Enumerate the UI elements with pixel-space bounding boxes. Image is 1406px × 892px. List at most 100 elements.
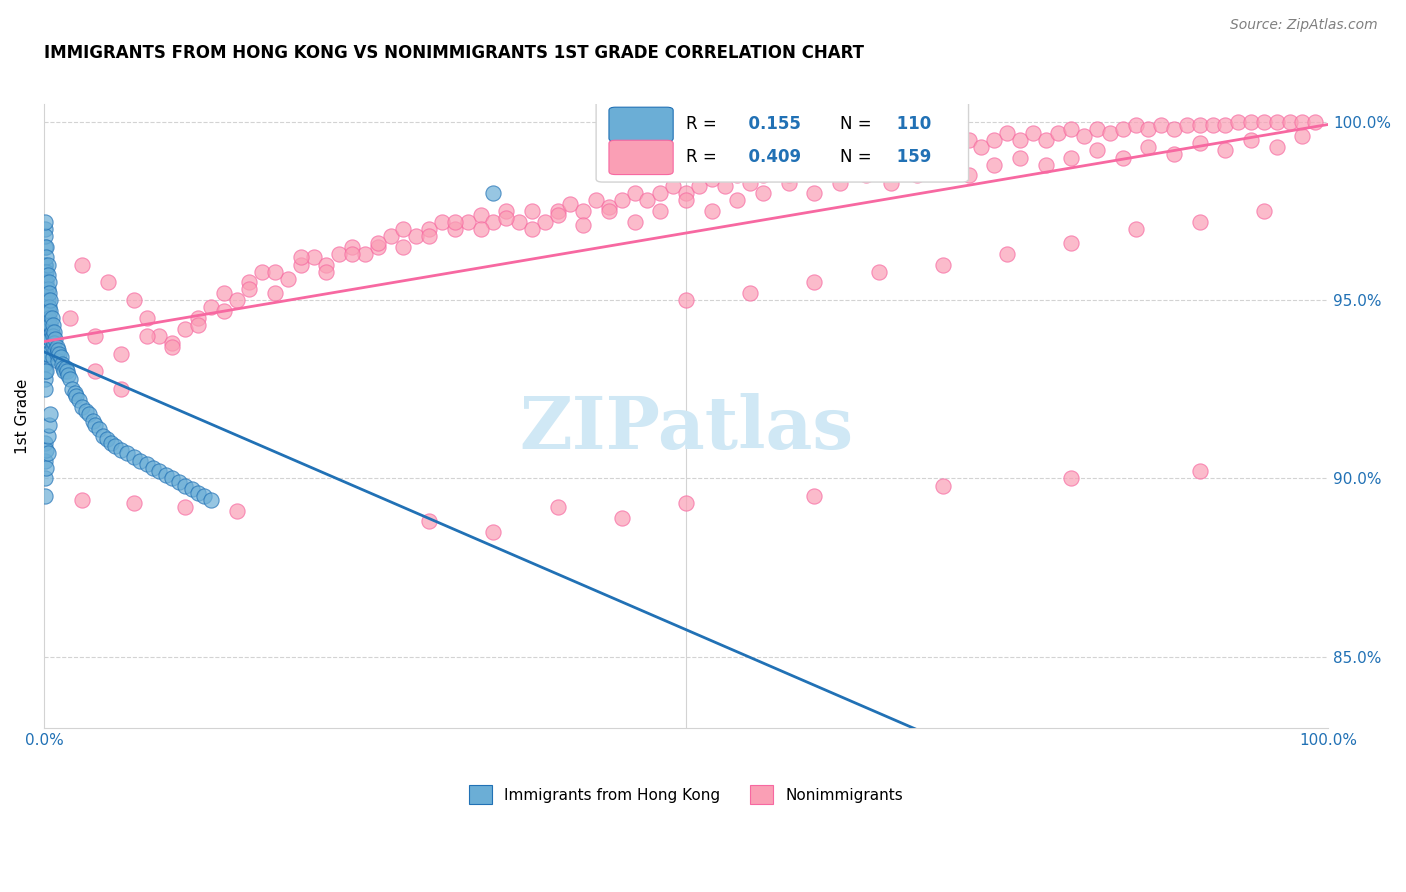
Point — [700, 204, 723, 219]
Point — [740, 176, 762, 190]
Point — [35, 328, 58, 343]
Point — [547, 500, 569, 514]
Text: IMMIGRANTS FROM HONG KONG VS NONIMMIGRANTS 1ST GRADE CORRELATION CHART: IMMIGRANTS FROM HONG KONG VS NONIMMIGRAN… — [44, 45, 863, 62]
Point — [135, 310, 157, 325]
Point — [42, 350, 65, 364]
Point — [905, 136, 928, 151]
Point — [328, 247, 350, 261]
Point — [610, 194, 633, 208]
Point — [148, 464, 170, 478]
Point — [82, 414, 104, 428]
Point — [1035, 158, 1057, 172]
Point — [34, 453, 56, 467]
Point — [87, 421, 110, 435]
Text: Source: ZipAtlas.com: Source: ZipAtlas.com — [1230, 18, 1378, 32]
Point — [37, 268, 59, 283]
Point — [122, 450, 145, 464]
Point — [41, 325, 63, 339]
Point — [995, 247, 1018, 261]
Point — [110, 442, 132, 457]
Point — [880, 176, 903, 190]
Point — [1163, 122, 1185, 136]
Point — [34, 258, 56, 272]
Point — [155, 467, 177, 482]
Point — [58, 371, 80, 385]
Point — [42, 318, 65, 332]
Point — [34, 215, 56, 229]
Point — [34, 371, 56, 385]
Point — [1060, 236, 1083, 251]
Point — [51, 357, 73, 371]
Point — [495, 211, 517, 226]
Point — [470, 208, 492, 222]
Point — [803, 165, 825, 179]
Point — [39, 318, 62, 332]
Point — [725, 194, 748, 208]
Point — [174, 500, 197, 514]
Point — [34, 265, 56, 279]
Point — [623, 215, 645, 229]
Point — [37, 318, 59, 332]
Point — [67, 392, 90, 407]
Point — [418, 514, 440, 528]
Point — [34, 240, 56, 254]
Point — [700, 172, 723, 186]
Point — [547, 204, 569, 219]
Point — [212, 303, 235, 318]
Point — [34, 328, 56, 343]
Point — [174, 321, 197, 335]
Point — [1125, 222, 1147, 236]
Point — [37, 258, 59, 272]
Point — [830, 151, 852, 165]
Point — [41, 310, 63, 325]
Point — [162, 471, 184, 485]
Point — [1060, 471, 1083, 485]
Point — [765, 161, 787, 176]
Point — [893, 144, 915, 158]
Point — [46, 353, 69, 368]
Point — [945, 140, 967, 154]
Point — [129, 453, 152, 467]
Point — [200, 300, 222, 314]
Point — [42, 328, 65, 343]
Point — [65, 389, 87, 403]
Point — [290, 258, 312, 272]
Point — [38, 417, 60, 432]
Point — [38, 276, 60, 290]
Point — [598, 204, 620, 219]
Point — [34, 286, 56, 301]
Point — [650, 204, 672, 219]
Point — [34, 318, 56, 332]
Point — [1278, 115, 1301, 129]
Point — [482, 215, 505, 229]
Point — [45, 346, 67, 360]
FancyBboxPatch shape — [609, 107, 673, 142]
Point — [122, 293, 145, 307]
Point — [35, 251, 58, 265]
Point — [482, 524, 505, 539]
Point — [405, 229, 427, 244]
Point — [110, 382, 132, 396]
Point — [38, 286, 60, 301]
Point — [957, 133, 980, 147]
Point — [34, 293, 56, 307]
Point — [35, 460, 58, 475]
Point — [122, 496, 145, 510]
Point — [34, 357, 56, 371]
Text: 0.155: 0.155 — [737, 115, 801, 133]
Point — [72, 492, 94, 507]
Point — [34, 229, 56, 244]
Point — [35, 265, 58, 279]
Point — [225, 293, 247, 307]
Point — [457, 215, 479, 229]
Text: R =: R = — [686, 115, 717, 133]
Point — [1035, 133, 1057, 147]
Point — [148, 328, 170, 343]
Point — [790, 158, 813, 172]
Point — [1188, 464, 1211, 478]
Point — [39, 407, 62, 421]
Point — [35, 310, 58, 325]
Point — [48, 346, 70, 360]
Point — [675, 496, 697, 510]
Point — [752, 169, 775, 183]
